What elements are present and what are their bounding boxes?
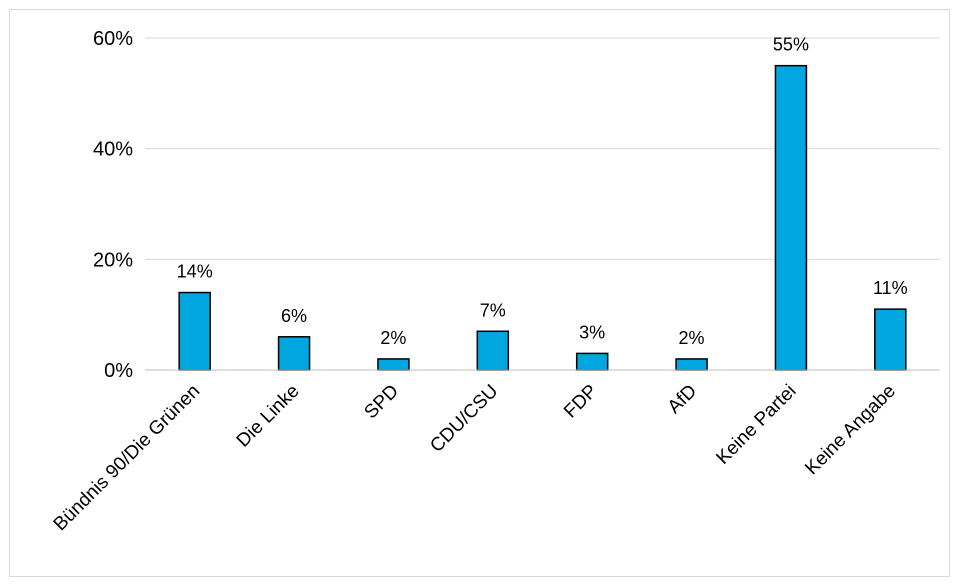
- category-label: FDP: [560, 381, 602, 423]
- category-label: Die Linke: [233, 381, 304, 452]
- bar: [575, 352, 609, 371]
- data-label: 14%: [177, 262, 213, 282]
- data-labels: 14% 6% 2% 7% 3% 2% 55% 11%: [177, 35, 908, 348]
- bar: [277, 336, 311, 371]
- bar: [874, 308, 907, 371]
- data-label: 11%: [873, 278, 908, 298]
- bar: [377, 358, 410, 371]
- data-label: 7%: [480, 300, 506, 320]
- y-tick-label: 60%: [93, 28, 133, 50]
- y-axis-tick-labels: 0% 20% 40% 60%: [93, 28, 133, 382]
- category-label: CDU/CSU: [426, 381, 502, 457]
- category-label: Bündnis 90/Die Grünen: [50, 381, 205, 536]
- y-tick-label: 20%: [93, 249, 133, 271]
- bar: [774, 64, 808, 371]
- data-label: 6%: [281, 306, 307, 326]
- data-label: 2%: [380, 328, 406, 348]
- x-axis-category-labels: Bündnis 90/Die Grünen Die Linke SPD CDU/CSU…: [50, 381, 900, 536]
- category-label: Keine Angabe: [801, 381, 900, 480]
- y-tick-label: 40%: [93, 139, 133, 161]
- bar: [178, 291, 211, 371]
- bar: [476, 330, 510, 371]
- data-label: 2%: [679, 328, 705, 348]
- y-tick-label: 0%: [104, 360, 133, 382]
- bar: [675, 358, 708, 371]
- category-label: SPD: [360, 381, 402, 423]
- data-label: 55%: [773, 35, 809, 55]
- category-label: AfD: [664, 381, 701, 418]
- bars: [178, 64, 907, 371]
- gridlines: [145, 37, 940, 260]
- data-label: 3%: [579, 322, 605, 342]
- category-label: Keine Partei: [712, 381, 800, 469]
